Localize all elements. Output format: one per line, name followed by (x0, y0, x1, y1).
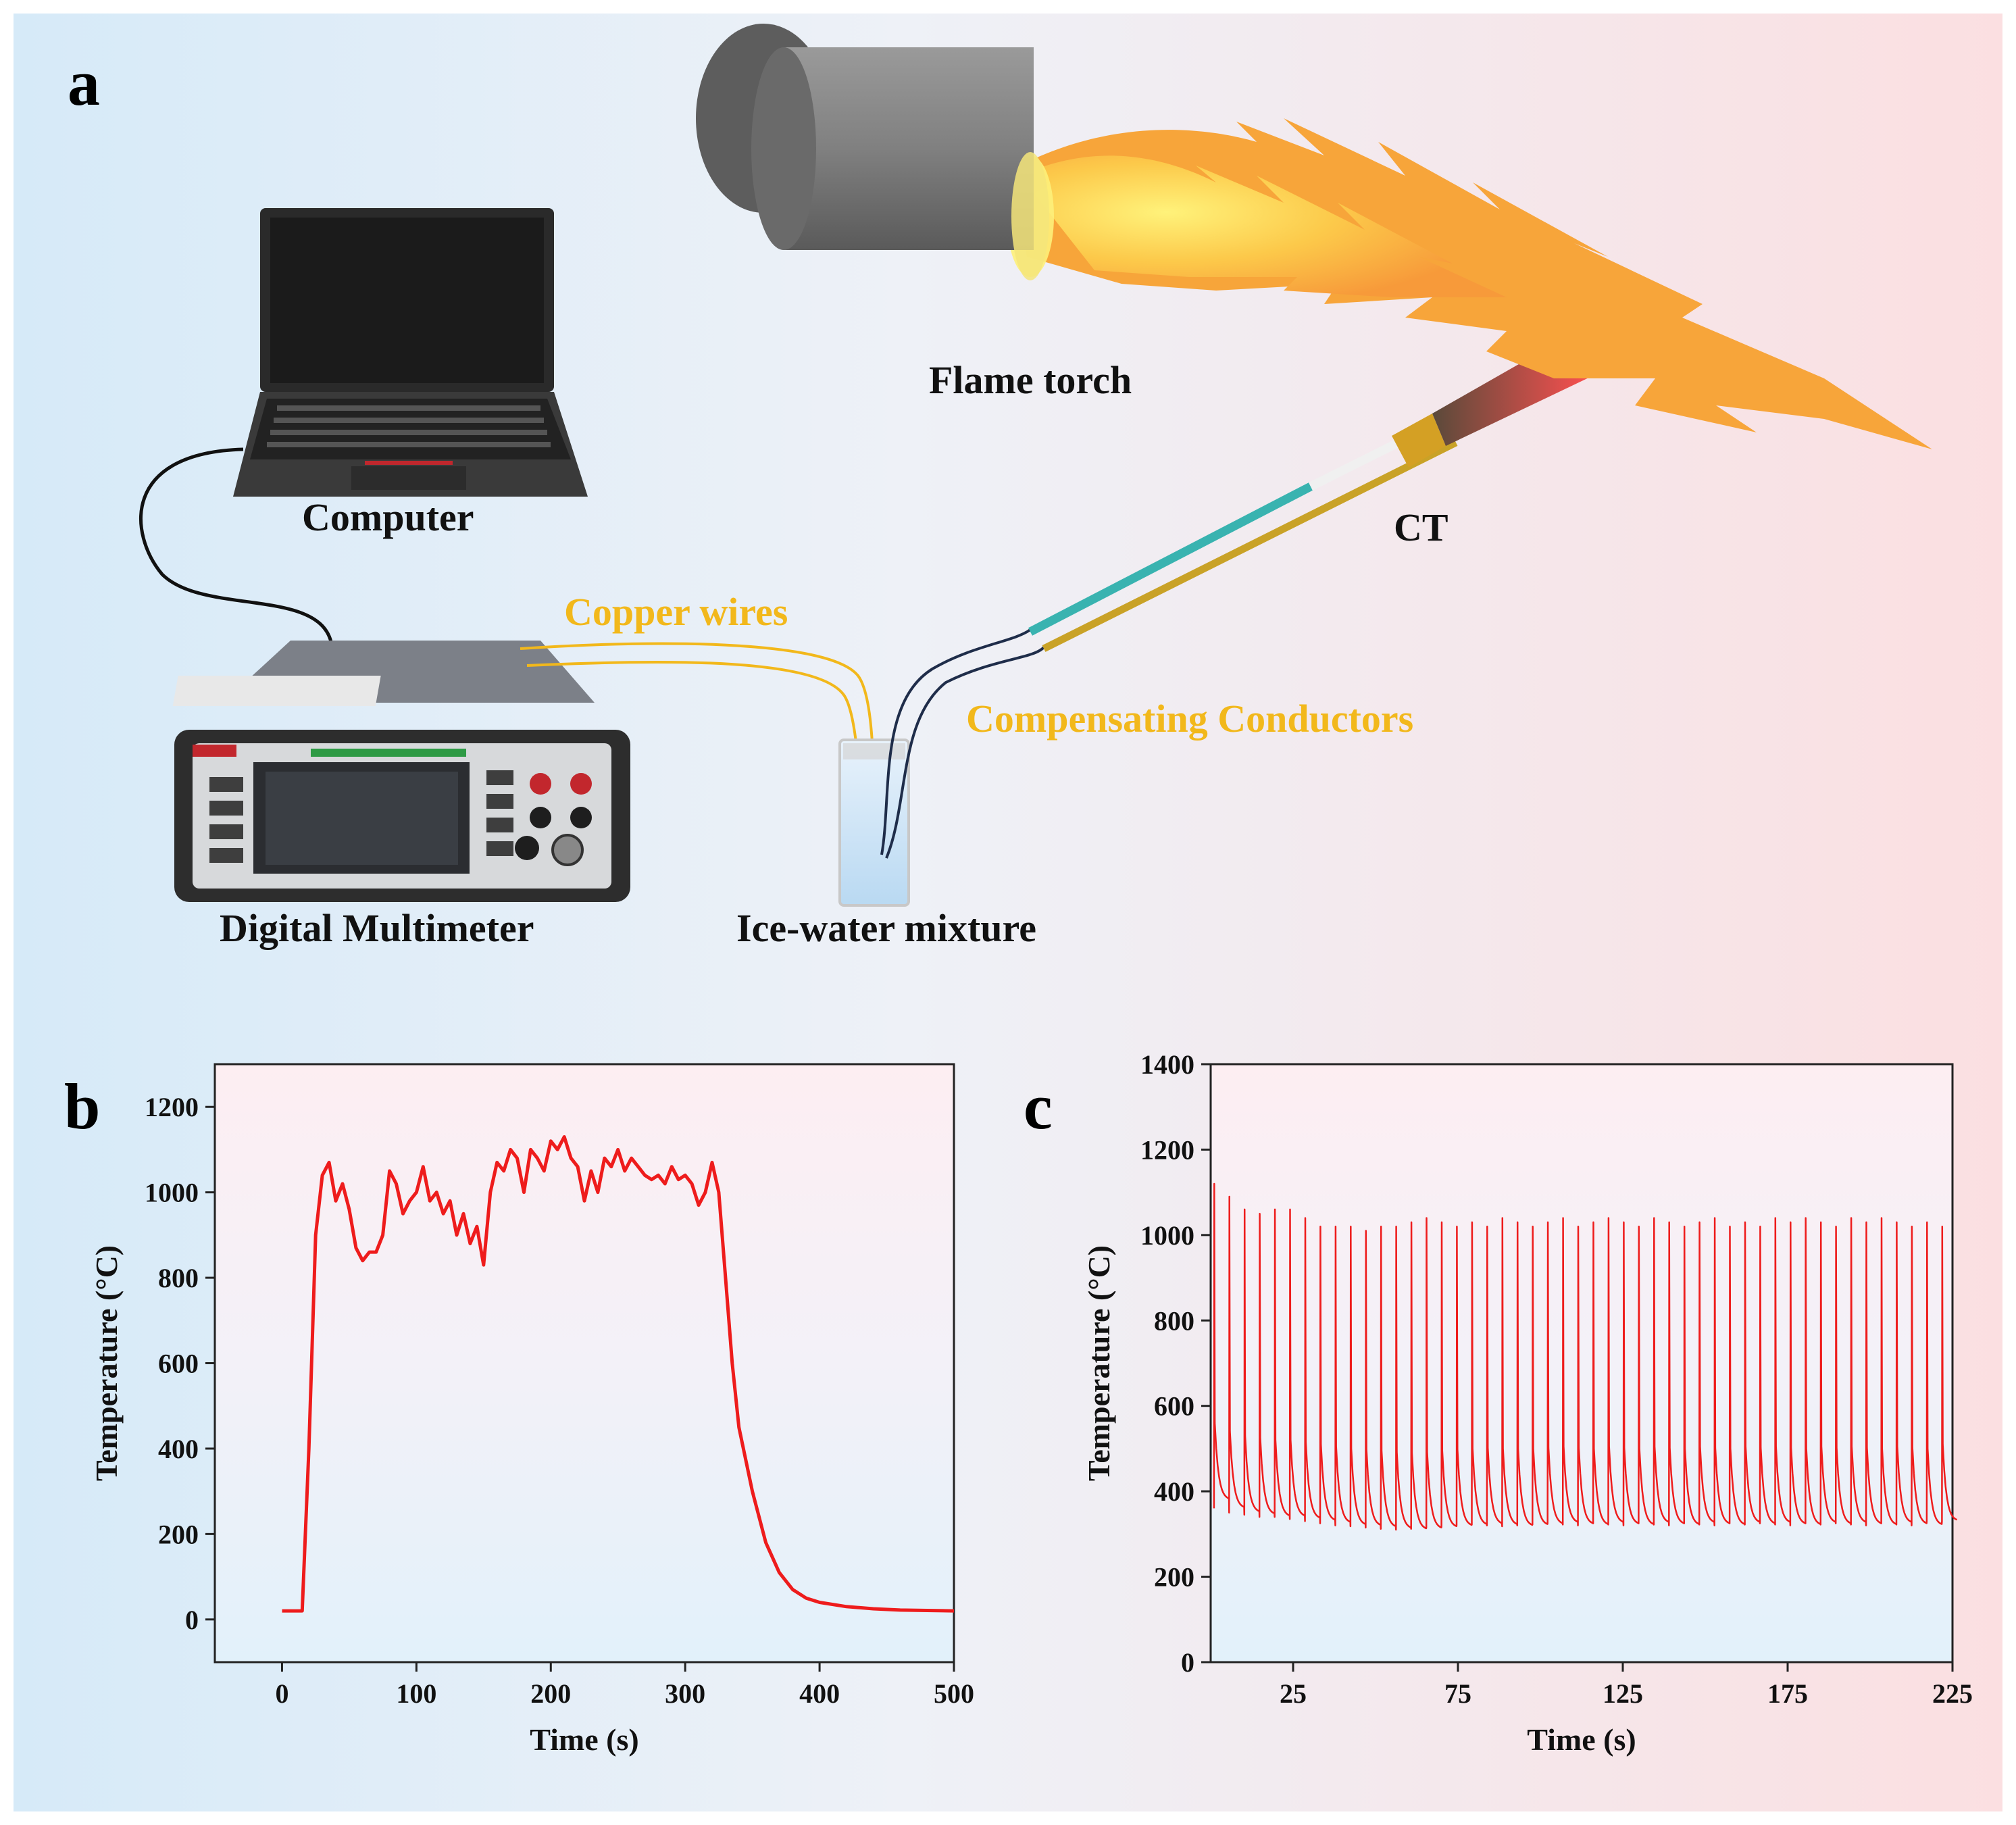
usb-cable (139, 447, 333, 643)
multimeter-illustration (172, 641, 630, 902)
y-tick-label: 800 (158, 1263, 199, 1293)
y-tick-label: 0 (1181, 1647, 1194, 1678)
x-tick-label: 400 (799, 1678, 840, 1709)
x-tick-label: 0 (275, 1678, 288, 1709)
y-tick-label: 400 (158, 1434, 199, 1464)
copper-wires-label: Copper wires (564, 590, 788, 634)
flame-torch-label: Flame torch (929, 358, 1132, 402)
x-tick-label: 75 (1444, 1678, 1471, 1709)
ct-label: CT (1394, 505, 1448, 549)
plot-area (213, 1063, 955, 1664)
temperature-series-line (282, 1135, 955, 1613)
panel-label-a: a (68, 47, 100, 119)
compensating-conductors-label: Compensating Conductors (966, 697, 1413, 741)
chart-b: 0 100 200 300 400 500 0 200 400 600 800 1000 1200 Tim… (89, 1063, 974, 1757)
x-tick-label: 300 (665, 1678, 705, 1709)
y-tick-label: 1400 (1140, 1049, 1194, 1080)
panel-label-b: b (64, 1070, 100, 1143)
x-axis-label: Time (s) (1527, 1722, 1636, 1757)
y-tick-label: 1000 (145, 1178, 199, 1208)
y-tick-label: 200 (158, 1519, 199, 1549)
y-tick-label: 600 (158, 1349, 199, 1379)
multimeter-label: Digital Multimeter (220, 906, 534, 950)
y-axis-label: Temperature (°C) (89, 1245, 124, 1481)
y-tick-label: 1000 (1140, 1220, 1194, 1251)
x-tick-label: 500 (934, 1678, 974, 1709)
laptop-illustration (233, 208, 588, 497)
x-tick-label: 200 (530, 1678, 571, 1709)
x-tick-label: 100 (396, 1678, 436, 1709)
panel-label-c: c (1024, 1070, 1053, 1143)
x-tick-label: 125 (1603, 1678, 1643, 1709)
chart-c: 25 75 125 175 225 0 200 400 600 800 1000 1200 1400 Ti… (1082, 1049, 1973, 1757)
plot-area (1209, 1063, 1954, 1664)
y-tick-label: 0 (185, 1605, 199, 1635)
x-tick-label: 25 (1280, 1678, 1307, 1709)
y-axis-label: Temperature (°C) (1082, 1245, 1116, 1481)
ice-water-label: Ice-water mixture (736, 906, 1036, 950)
y-tick-label: 1200 (1140, 1134, 1194, 1165)
ice-water-beaker (838, 739, 910, 907)
compensating-conductors (880, 628, 1045, 859)
y-tick-label: 400 (1154, 1476, 1194, 1507)
x-tick-label: 175 (1767, 1678, 1808, 1709)
x-axis-label: Time (s) (530, 1722, 638, 1757)
computer-label: Computer (302, 495, 474, 539)
cycling-temperature-series-line (1213, 1182, 1958, 1531)
flame-torch-illustration (696, 24, 1932, 449)
y-tick-label: 200 (1154, 1562, 1194, 1593)
y-tick-label: 1200 (145, 1092, 199, 1122)
y-tick-label: 600 (1154, 1391, 1194, 1422)
y-tick-label: 800 (1154, 1305, 1194, 1336)
x-tick-label: 225 (1932, 1678, 1973, 1709)
